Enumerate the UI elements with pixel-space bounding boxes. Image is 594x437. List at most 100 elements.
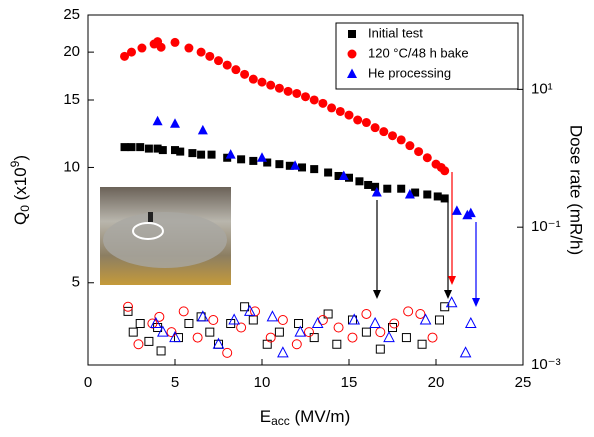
x-title-sub: acc [271, 414, 290, 428]
circle-marker [375, 327, 386, 338]
circle-marker [327, 103, 337, 113]
circle-marker [414, 147, 424, 157]
square-marker [285, 161, 294, 170]
square-marker [249, 156, 258, 165]
y2-tick-label: 10⁻³ [531, 356, 561, 373]
y-tick-label: 25 [63, 6, 80, 23]
square-marker [401, 333, 411, 343]
circle-marker [353, 115, 363, 125]
circle-marker [389, 318, 400, 329]
circle-marker [123, 301, 134, 312]
circle-marker [154, 311, 165, 322]
triangle-marker [465, 207, 476, 218]
triangle-marker [277, 346, 289, 358]
square-marker [323, 309, 333, 319]
square-marker [417, 339, 427, 349]
square-marker [332, 339, 342, 349]
circle-marker [222, 60, 232, 70]
y-tick-label: 5 [72, 274, 80, 291]
square-marker [411, 188, 420, 197]
x-tick-label: 0 [84, 374, 92, 391]
square-marker [128, 327, 138, 337]
x-tick-label: 15 [341, 374, 358, 391]
triangle-marker [197, 310, 209, 322]
triangle-marker [464, 316, 477, 329]
circle-marker [277, 314, 288, 325]
circle-marker [127, 47, 136, 57]
square-marker [144, 336, 154, 346]
circle-marker [231, 65, 241, 75]
circle-marker [427, 332, 438, 343]
y2-tick-label: 10¹ [531, 80, 553, 97]
triangle-marker [150, 316, 162, 329]
circle-marker [388, 131, 397, 141]
circle-marker [317, 314, 328, 325]
triangle-marker [228, 313, 240, 325]
square-marker [123, 306, 133, 316]
circle-marker [274, 83, 284, 93]
y-axis-title: Q0 (x109) [8, 155, 32, 225]
y-tick-label: 10 [63, 158, 80, 175]
square-marker [355, 177, 364, 186]
circle-marker [309, 95, 319, 105]
square-marker [397, 184, 406, 193]
square-marker [188, 149, 197, 158]
y-title-sub: 0 [18, 205, 32, 212]
y-tick-label: 15 [63, 91, 80, 108]
circle-marker [120, 51, 130, 61]
square-marker [205, 327, 215, 337]
circle-marker [170, 37, 180, 47]
triangle-marker [371, 187, 382, 197]
x-axis-title: Eacc (MV/m) [260, 407, 350, 428]
square-marker [136, 143, 145, 152]
circle-marker [333, 322, 344, 333]
circle-marker [184, 43, 194, 53]
triangle-marker [169, 331, 181, 343]
y-title-part: Q [11, 212, 30, 225]
circle-marker [240, 69, 250, 79]
y-tick-label: 20 [63, 43, 80, 60]
square-marker [423, 190, 432, 199]
circle-marker [208, 314, 219, 325]
circle-marker [178, 306, 189, 317]
circle-marker [265, 332, 276, 343]
triangle-marker [383, 331, 395, 343]
circle-marker [335, 106, 345, 116]
square-marker [274, 327, 284, 337]
circle-marker [156, 42, 166, 52]
circle-marker [318, 98, 328, 108]
triangle-marker [212, 337, 225, 349]
circle-marker [301, 92, 310, 102]
circle-marker [266, 80, 276, 90]
square-marker [127, 143, 136, 152]
square-marker [345, 173, 353, 182]
square-marker [237, 155, 246, 164]
square-marker [197, 150, 206, 159]
square-marker [263, 158, 272, 167]
circle-marker [422, 153, 432, 163]
square-marker [434, 315, 444, 325]
square-marker [440, 194, 449, 203]
circle-marker [257, 77, 267, 87]
triangle-marker [243, 304, 256, 316]
triangle-marker [156, 325, 169, 337]
legend-box [335, 22, 519, 90]
circle-marker [283, 86, 293, 96]
legend-label: Initial test [368, 25, 423, 40]
circle-marker [292, 88, 302, 98]
triangle-marker [152, 115, 163, 126]
inset-photo [100, 187, 231, 285]
square-marker [433, 192, 442, 201]
circle-marker [205, 51, 215, 61]
arrows [373, 172, 480, 307]
triangle-marker [290, 160, 301, 170]
legend-label: He processing [368, 65, 451, 80]
circle-marker [250, 306, 261, 317]
circle-marker [196, 47, 206, 57]
triangle-marker [347, 68, 357, 78]
circle-marker [361, 308, 372, 319]
legend-label: 120 °C/48 h bake [368, 45, 469, 60]
circle-marker [415, 308, 426, 319]
